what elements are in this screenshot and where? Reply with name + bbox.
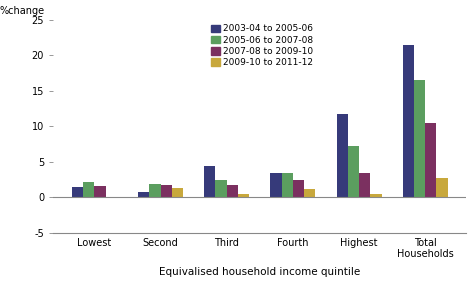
Bar xyxy=(403,45,414,197)
Bar xyxy=(437,178,447,197)
Bar xyxy=(172,188,183,197)
Bar xyxy=(227,185,238,197)
Bar xyxy=(83,182,94,197)
Bar xyxy=(293,180,304,197)
Bar xyxy=(94,186,106,197)
Bar xyxy=(359,173,370,197)
Bar xyxy=(414,80,425,197)
Bar xyxy=(270,173,282,197)
Legend: 2003-04 to 2005-06, 2005-06 to 2007-08, 2007-08 to 2009-10, 2009-10 to 2011-12: 2003-04 to 2005-06, 2005-06 to 2007-08, … xyxy=(211,24,313,67)
Bar xyxy=(304,189,315,197)
X-axis label: Equivalised household income quintile: Equivalised household income quintile xyxy=(159,267,361,277)
Bar xyxy=(337,113,348,197)
Bar xyxy=(72,187,83,197)
Bar xyxy=(370,194,381,197)
Bar xyxy=(149,184,160,197)
Bar xyxy=(425,123,437,197)
Bar xyxy=(282,173,293,197)
Bar xyxy=(215,180,227,197)
Text: %change: %change xyxy=(0,6,44,16)
Bar xyxy=(138,192,149,197)
Bar xyxy=(160,185,172,197)
Bar xyxy=(348,146,359,197)
Bar xyxy=(238,194,249,197)
Bar xyxy=(204,166,215,197)
Bar xyxy=(106,197,117,198)
